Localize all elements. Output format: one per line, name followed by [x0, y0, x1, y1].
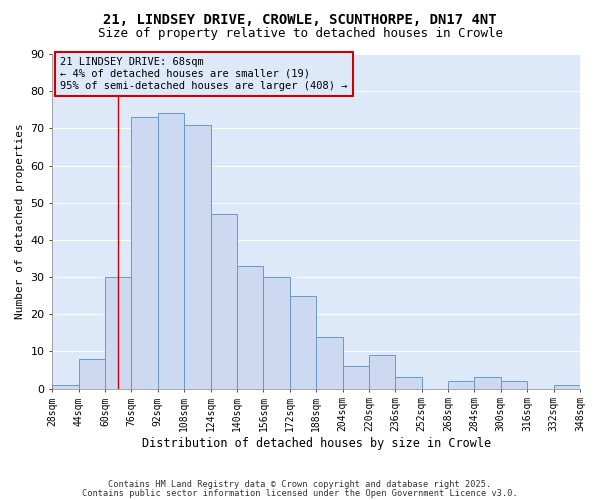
Bar — [554, 385, 580, 388]
X-axis label: Distribution of detached houses by size in Crowle: Distribution of detached houses by size … — [142, 437, 491, 450]
Bar — [158, 114, 184, 388]
Bar — [290, 296, 316, 388]
Bar — [79, 359, 105, 388]
Text: Size of property relative to detached houses in Crowle: Size of property relative to detached ho… — [97, 28, 503, 40]
Text: 21 LINDSEY DRIVE: 68sqm
← 4% of detached houses are smaller (19)
95% of semi-det: 21 LINDSEY DRIVE: 68sqm ← 4% of detached… — [60, 58, 348, 90]
Bar — [369, 355, 395, 388]
Bar — [237, 266, 263, 388]
Bar — [395, 378, 422, 388]
Bar — [263, 277, 290, 388]
Text: 21, LINDSEY DRIVE, CROWLE, SCUNTHORPE, DN17 4NT: 21, LINDSEY DRIVE, CROWLE, SCUNTHORPE, D… — [103, 12, 497, 26]
Bar — [211, 214, 237, 388]
Y-axis label: Number of detached properties: Number of detached properties — [15, 124, 25, 319]
Bar — [131, 117, 158, 388]
Bar — [475, 378, 501, 388]
Bar — [501, 381, 527, 388]
Bar — [184, 124, 211, 388]
Bar — [52, 385, 79, 388]
Text: Contains HM Land Registry data © Crown copyright and database right 2025.: Contains HM Land Registry data © Crown c… — [109, 480, 491, 489]
Bar — [343, 366, 369, 388]
Bar — [105, 277, 131, 388]
Text: Contains public sector information licensed under the Open Government Licence v3: Contains public sector information licen… — [82, 488, 518, 498]
Bar — [316, 336, 343, 388]
Bar — [448, 381, 475, 388]
